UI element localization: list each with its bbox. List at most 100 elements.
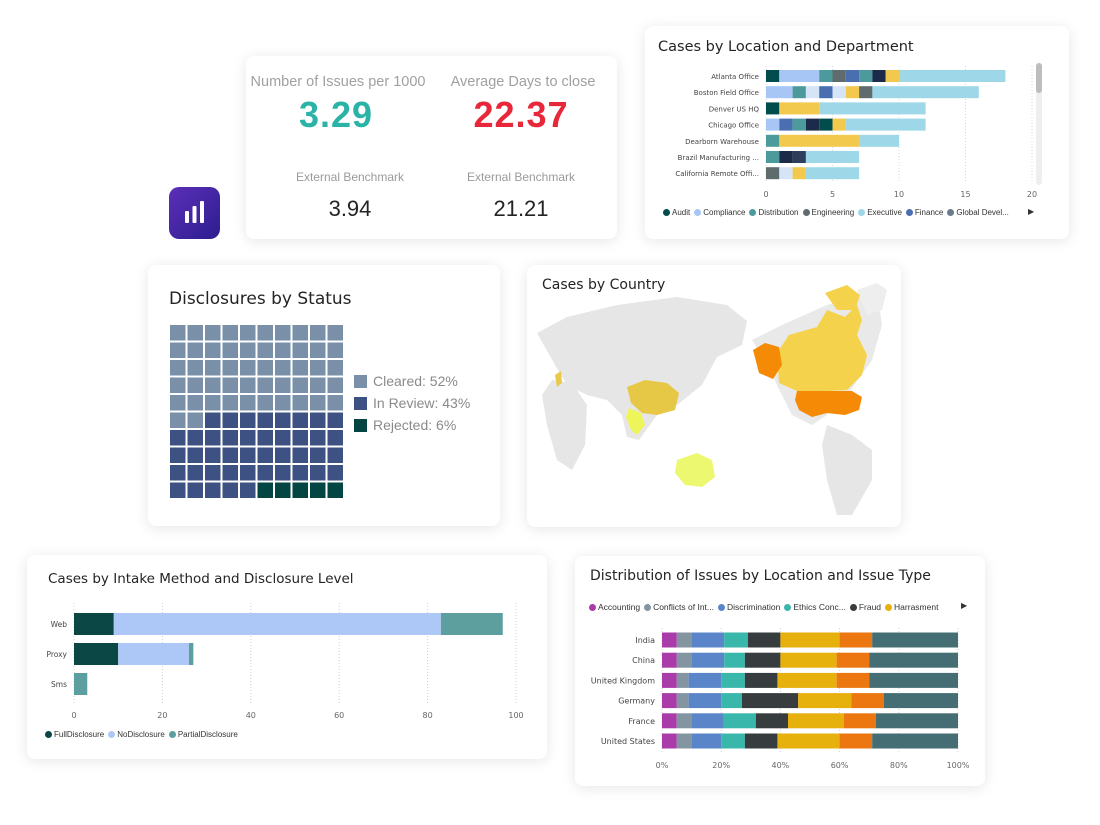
waffle-cell [187, 430, 203, 446]
legend-item[interactable]: FullDisclosure [45, 730, 104, 739]
legend-label: Finance [914, 208, 944, 217]
bar-segment [780, 632, 840, 648]
waffle-cell [205, 325, 221, 341]
bar-segment [819, 86, 833, 99]
bar-segment [766, 167, 780, 180]
uk-region[interactable] [555, 371, 562, 387]
waffle-cell [327, 447, 343, 463]
world-map[interactable] [527, 265, 901, 527]
bar-segment [869, 672, 958, 688]
waffle-cell [275, 482, 291, 498]
waffle-cell [187, 360, 203, 376]
bar-segment [851, 693, 884, 709]
bar-segment [779, 102, 820, 115]
canada-region[interactable] [777, 305, 867, 391]
legend-item[interactable]: Harrasment [885, 602, 938, 612]
waffle-cell [240, 377, 256, 393]
legend-next-icon[interactable]: ▶ [961, 601, 968, 610]
greenland-region[interactable] [825, 285, 860, 310]
alaska-region[interactable] [753, 343, 782, 379]
waffle-cell [187, 342, 203, 358]
legend-item[interactable]: Executive [858, 208, 902, 217]
legend-label: Conflicts of Int... [653, 602, 715, 612]
usa-region[interactable] [795, 391, 862, 417]
waffle-cell [257, 377, 273, 393]
eurasia-shape [537, 297, 747, 440]
bar-segment [113, 613, 441, 635]
waffle-cell [310, 395, 326, 411]
bar-segment [780, 652, 837, 668]
bar-segment [118, 643, 189, 665]
legend-item[interactable]: Global Devel... [947, 208, 1009, 217]
legend-dot [947, 209, 955, 216]
waffle-cell [310, 377, 326, 393]
bar-segment [721, 672, 745, 688]
category-label: Dearborn Warehouse [685, 138, 759, 146]
bar-segment [792, 118, 806, 131]
x-tick-label: 80% [890, 761, 908, 770]
bar-segment [875, 713, 958, 729]
legend-dot [749, 209, 757, 216]
bar-segment [766, 134, 780, 147]
location-department-chart: 0 5 10 15 20 Atlanta Office Boston Field Offic… [675, 66, 1037, 199]
waffle-cell [257, 465, 273, 481]
x-tick-label: 60% [831, 761, 849, 770]
intake-method-card: Cases by Intake Method and Disclosure Le… [27, 555, 547, 759]
bar-segment [676, 713, 692, 729]
legend-item[interactable]: Conflicts of Int... [644, 602, 714, 612]
india-region[interactable] [626, 408, 645, 435]
bar-segment [832, 118, 846, 131]
legend-item[interactable]: Distribution [749, 208, 799, 217]
waffle-cell [222, 377, 238, 393]
issues-distribution-chart: 0% 20% 40% 60% 80% 100% India China United Kingd… [591, 628, 970, 770]
legend-item[interactable]: PartialDisclosure [168, 730, 238, 739]
waffle-cell [275, 412, 291, 428]
waffle-cell [310, 325, 326, 341]
bar-segment [766, 102, 780, 115]
legend-dot [644, 603, 652, 611]
bar-segment [859, 134, 899, 147]
legend-item[interactable]: Finance [905, 208, 944, 217]
issues-distribution-legend: Accounting Conflicts of Int... Discriminat… [589, 602, 942, 612]
waffle-cell [310, 360, 326, 376]
scrollbar-track[interactable] [1036, 63, 1042, 185]
legend-cleared: Cleared: 52% [354, 373, 458, 389]
x-tick-label: 20% [712, 761, 730, 770]
legend-item[interactable]: Ethics Conc... [784, 602, 846, 612]
waffle-cell [222, 465, 238, 481]
waffle-cell [205, 360, 221, 376]
bar-segment [819, 102, 926, 115]
legend-item[interactable]: NoDisclosure [108, 730, 165, 739]
category-label: China [632, 656, 655, 665]
bar-segment [792, 151, 806, 163]
australia-region[interactable] [675, 453, 715, 487]
bar-segment [74, 613, 114, 635]
category-label: United States [601, 737, 655, 746]
category-label: France [628, 717, 655, 726]
legend-item[interactable]: Accounting [589, 602, 640, 612]
legend-item[interactable]: Compliance [694, 208, 745, 217]
legend-next-icon[interactable]: ▶ [1028, 207, 1035, 216]
legend-item[interactable]: Discrimination [718, 602, 780, 612]
x-tick-label: 100 [508, 711, 523, 720]
waffle-cell [240, 482, 256, 498]
category-label: California Remote Offi... [675, 170, 759, 178]
waffle-cell [170, 395, 186, 411]
legend-label: Distribution [758, 208, 799, 217]
legend-item[interactable]: Audit [663, 208, 690, 217]
scrollbar-thumb[interactable] [1036, 63, 1042, 93]
legend-item[interactable]: Engineering [802, 208, 854, 217]
legend-swatch [354, 374, 367, 388]
bar-segment [869, 652, 958, 668]
bar-segment [662, 733, 677, 749]
legend-dot [694, 209, 702, 216]
bar-segment [691, 713, 724, 729]
china-region[interactable] [627, 380, 679, 415]
legend-label: Compliance [703, 208, 746, 217]
legend-item[interactable]: Fraud [849, 602, 881, 612]
bar-segment [691, 652, 725, 668]
category-label: United Kingdom [591, 676, 655, 685]
legend-dot [802, 209, 810, 216]
waffle-cell [292, 377, 308, 393]
waffle-cell [327, 395, 343, 411]
